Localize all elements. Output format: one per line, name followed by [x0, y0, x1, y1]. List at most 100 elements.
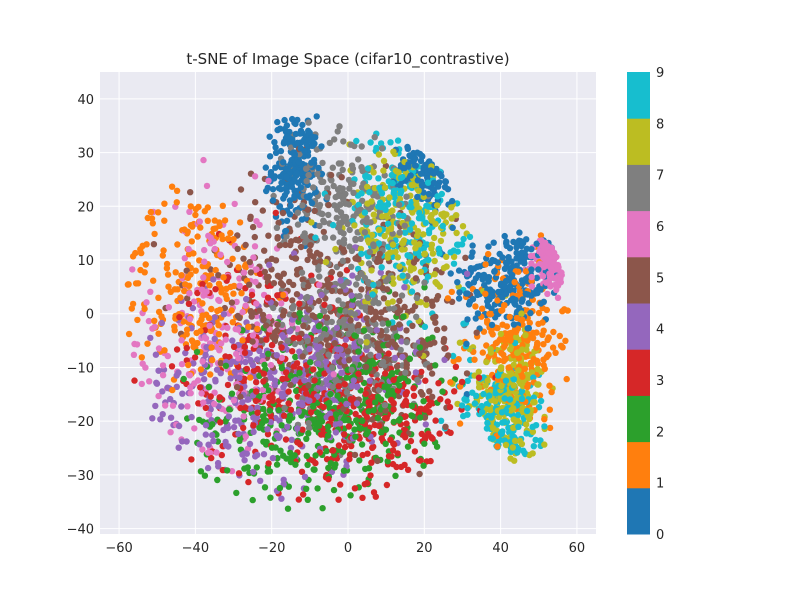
scatter-point	[379, 320, 386, 327]
scatter-point	[556, 332, 563, 340]
scatter-point	[287, 458, 295, 466]
scatter-point	[153, 379, 160, 386]
scatter-point	[418, 368, 425, 376]
scatter-point	[287, 202, 294, 210]
scatter-point	[300, 491, 307, 498]
scatter-point	[184, 403, 191, 410]
scatter-point	[276, 242, 283, 249]
scatter-point	[363, 431, 370, 438]
scatter-point	[239, 451, 246, 458]
scatter-point	[340, 138, 347, 145]
scatter-point	[303, 165, 310, 172]
scatter-point	[375, 422, 383, 429]
scatter-point	[479, 276, 486, 283]
scatter-point	[257, 337, 265, 344]
scatter-point	[306, 345, 313, 353]
scatter-point	[230, 397, 238, 404]
scatter-point	[374, 345, 381, 352]
scatter-point	[241, 262, 249, 270]
scatter-point	[248, 291, 256, 299]
scatter-point	[380, 157, 388, 165]
scatter-point	[280, 476, 287, 483]
scatter-point	[197, 366, 205, 373]
scatter-point	[511, 326, 519, 334]
scatter-point	[276, 203, 283, 210]
scatter-point	[318, 291, 325, 299]
scatter-point	[351, 343, 358, 350]
scatter-point	[523, 421, 530, 428]
scatter-point	[514, 449, 521, 456]
scatter-point	[296, 441, 304, 448]
scatter-point	[390, 418, 397, 426]
scatter-point	[167, 288, 174, 295]
scatter-point	[417, 170, 425, 177]
scatter-point	[416, 241, 423, 248]
scatter-point	[320, 178, 327, 185]
scatter-point	[150, 241, 158, 248]
scatter-point	[404, 443, 412, 450]
scatter-point	[326, 304, 333, 311]
scatter-point	[329, 221, 337, 229]
scatter-point	[310, 184, 317, 191]
scatter-point	[524, 337, 531, 344]
scatter-point	[374, 193, 381, 200]
scatter-point	[240, 269, 248, 276]
scatter-point	[389, 447, 397, 454]
scatter-point	[344, 416, 352, 424]
scatter-point	[152, 402, 159, 410]
scatter-point	[254, 356, 261, 363]
scatter-point	[286, 412, 294, 419]
scatter-point	[355, 370, 362, 377]
scatter-point	[393, 333, 401, 340]
scatter-point	[201, 208, 208, 215]
scatter-point	[341, 431, 348, 438]
scatter-point	[245, 323, 252, 330]
scatter-point	[394, 387, 402, 394]
scatter-point	[289, 115, 296, 123]
scatter-point	[353, 137, 360, 145]
scatter-point	[506, 313, 513, 321]
scatter-point	[370, 211, 377, 218]
scatter-point	[410, 392, 418, 399]
scatter-point	[279, 312, 287, 319]
scatter-point	[287, 372, 295, 379]
scatter-point	[178, 272, 185, 279]
colorbar-segment	[627, 349, 650, 396]
scatter-point	[305, 382, 312, 389]
scatter-point	[361, 274, 369, 282]
scatter-point	[292, 353, 299, 361]
scatter-point	[266, 261, 273, 268]
scatter-point	[173, 199, 180, 206]
scatter-point	[202, 404, 209, 412]
scatter-point	[197, 468, 205, 475]
scatter-point	[546, 274, 554, 281]
scatter-points	[124, 113, 571, 512]
scatter-point	[253, 379, 260, 386]
scatter-point	[376, 258, 384, 265]
scatter-point	[311, 207, 318, 215]
scatter-point	[129, 266, 136, 273]
scatter-point	[448, 204, 455, 211]
scatter-point	[442, 423, 449, 430]
scatter-point	[321, 234, 329, 241]
scatter-point	[405, 163, 412, 170]
scatter-point	[518, 310, 525, 317]
scatter-point	[305, 171, 312, 179]
scatter-point	[234, 245, 241, 253]
scatter-point	[539, 331, 546, 338]
scatter-point	[279, 282, 287, 289]
scatter-point	[469, 242, 476, 249]
scatter-point	[549, 344, 557, 351]
scatter-point	[311, 377, 318, 384]
scatter-point	[296, 150, 303, 158]
scatter-point	[469, 389, 476, 396]
scatter-point	[501, 282, 508, 290]
scatter-point	[414, 376, 421, 384]
scatter-point	[266, 133, 273, 140]
scatter-point	[508, 297, 515, 304]
scatter-point	[321, 308, 328, 315]
scatter-point	[333, 353, 340, 360]
scatter-point	[440, 210, 447, 217]
scatter-point	[441, 184, 449, 191]
scatter-point	[366, 248, 373, 256]
